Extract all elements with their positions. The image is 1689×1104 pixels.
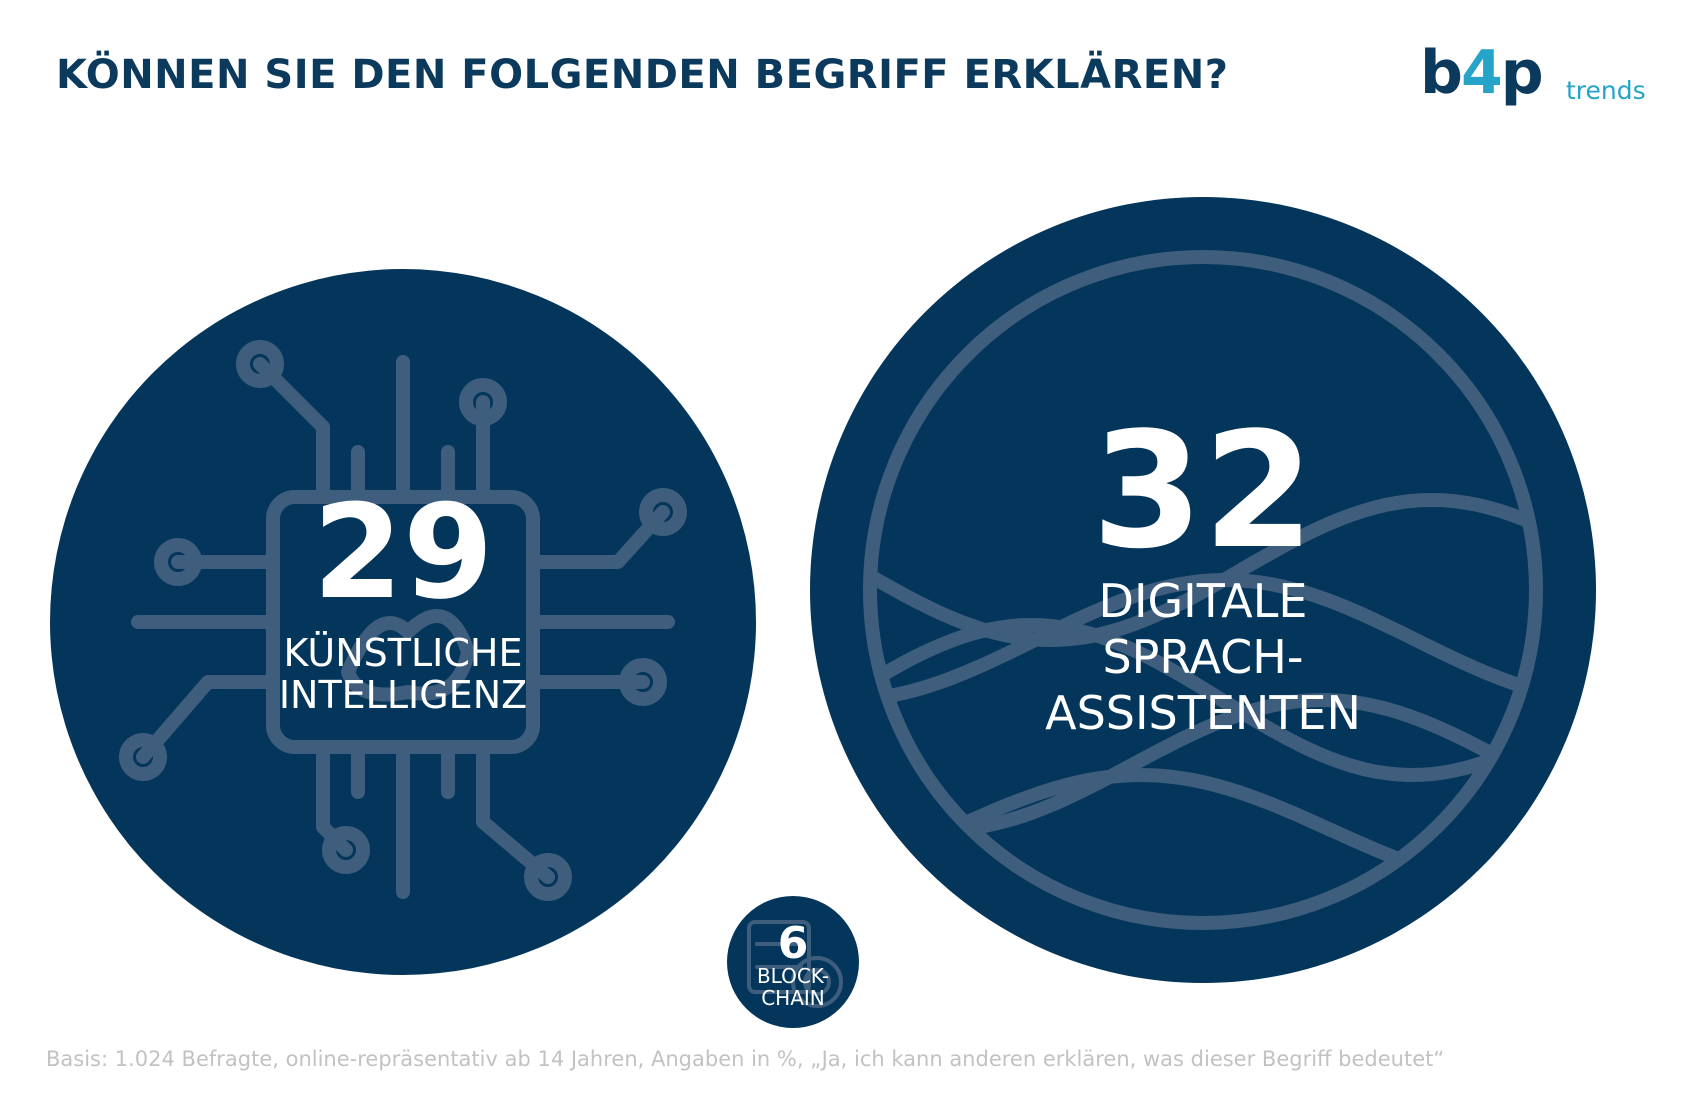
bubble-mark xyxy=(727,896,859,1028)
bubble-category-label: KÜNSTLICHE xyxy=(284,631,523,675)
bubble-value-label: 29 xyxy=(313,476,494,628)
bubble-category-label: BLOCK- xyxy=(757,964,829,988)
bubble-category-label: CHAIN xyxy=(761,986,825,1010)
sound-wave-icon xyxy=(863,250,1543,930)
footnote: Basis: 1.024 Befragte, online-repräsenta… xyxy=(46,1047,1445,1071)
bubble-category-label: SPRACH- xyxy=(1102,630,1303,684)
chart-title: KÖNNEN SIE DEN FOLGENDEN BEGRIFF ERKLÄRE… xyxy=(56,52,1229,98)
bubble-category-label: INTELLIGENZ xyxy=(279,673,527,717)
bubble-value-label: 32 xyxy=(1092,397,1315,584)
logo-subtitle: trends xyxy=(1566,76,1646,105)
circuit-chip-icon xyxy=(119,340,687,901)
blockchain-server-icon xyxy=(747,920,843,1008)
logo-wordmark: b4p xyxy=(1420,38,1544,108)
bubble-value-label: 6 xyxy=(778,918,809,969)
bubble-category-label: ASSISTENTEN xyxy=(1045,686,1361,740)
bubble-category-label: DIGITALE xyxy=(1099,574,1308,628)
b4p-trends-logo: b4p trends xyxy=(1420,38,1646,128)
